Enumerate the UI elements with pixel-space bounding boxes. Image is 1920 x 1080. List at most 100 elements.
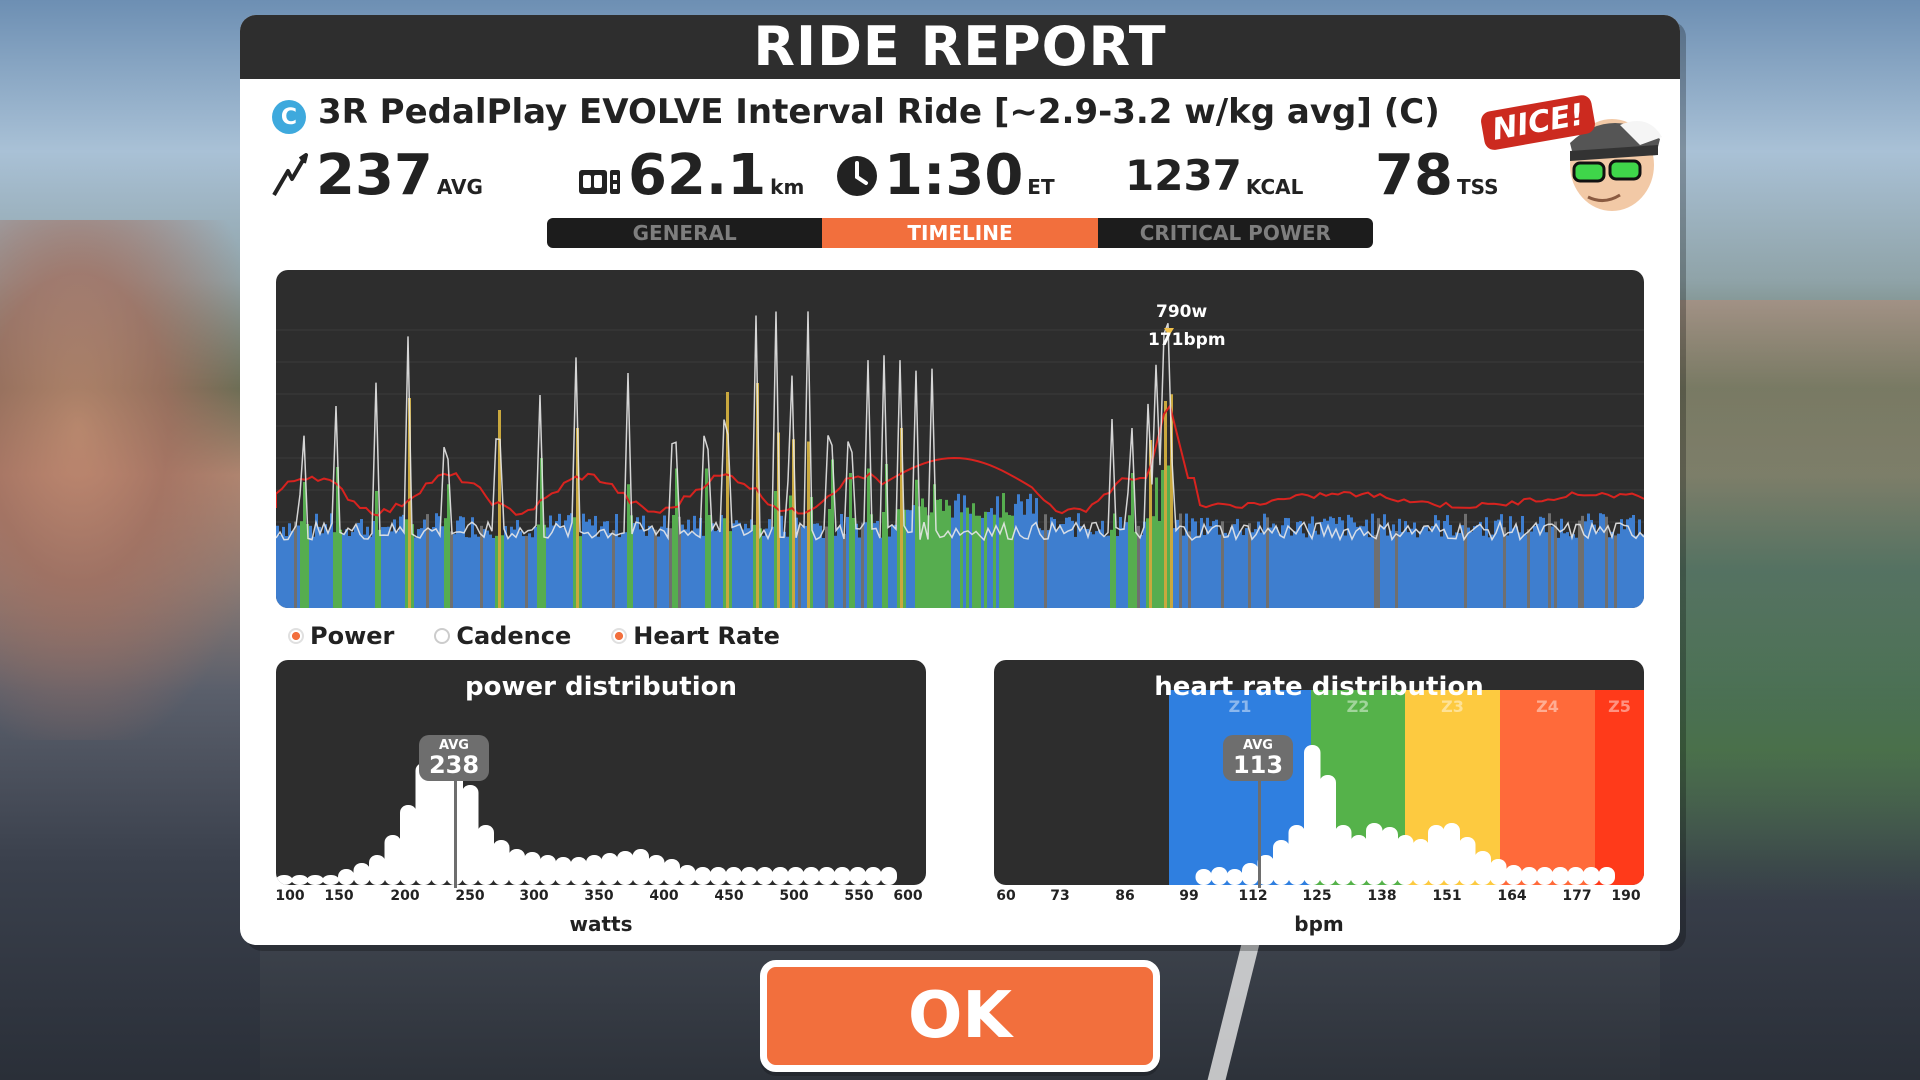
power-bar — [876, 520, 879, 608]
hr-histogram-bar — [1598, 867, 1615, 885]
power-histogram-bar — [369, 855, 386, 885]
power-histogram-bar — [307, 875, 324, 885]
power-bar — [840, 513, 843, 608]
power-bar — [1587, 513, 1590, 608]
legend-heart-rate-toggle[interactable] — [611, 628, 628, 644]
power-bar — [1179, 513, 1182, 608]
power-histogram-bar — [865, 867, 882, 885]
legend-heart-rate[interactable]: Heart Rate — [611, 622, 780, 650]
tab-general[interactable]: GENERAL — [632, 221, 737, 245]
power-bar — [720, 514, 723, 608]
power-bar — [852, 518, 855, 608]
power-bar — [996, 496, 999, 608]
hr-histogram-bar — [1583, 867, 1600, 885]
hr-distribution-ticks: 60 73 86 99 112 125 138 151 164 177 190 — [994, 888, 1644, 908]
power-bar — [1275, 527, 1278, 608]
tab-timeline[interactable]: TIMELINE — [822, 218, 1098, 248]
power-bar — [603, 521, 606, 608]
power-bar — [1284, 517, 1287, 608]
power-tick: 100 — [275, 888, 305, 904]
power-bar — [696, 528, 699, 608]
timeline-chart[interactable]: 790w 171bpm — [276, 270, 1644, 608]
hr-tick: 99 — [1179, 888, 1199, 904]
power-bar — [1521, 515, 1524, 608]
power-bar — [1260, 532, 1263, 608]
power-bar — [507, 537, 510, 608]
power-bar — [519, 531, 522, 608]
power-bar — [759, 528, 762, 608]
power-histogram-bar — [849, 867, 866, 885]
power-bar — [1266, 517, 1269, 608]
power-bar — [1308, 523, 1311, 608]
power-tick: 550 — [844, 888, 874, 904]
power-histogram-bar — [555, 857, 572, 885]
power-bar — [534, 527, 537, 608]
power-bar — [480, 525, 483, 608]
power-bar — [453, 534, 456, 608]
power-bar — [1581, 515, 1584, 608]
hr-histogram-bar — [1412, 839, 1429, 885]
power-bar — [909, 510, 912, 608]
power-bar — [309, 525, 312, 608]
power-bar — [387, 526, 390, 608]
hr-zone-label: Z3 — [1441, 697, 1464, 716]
power-bar — [1209, 526, 1212, 608]
stat-power: 237 AVG — [270, 145, 483, 207]
power-bar — [858, 537, 861, 608]
power-bar — [960, 512, 963, 608]
power-distribution-title: power distribution — [465, 672, 737, 702]
power-bar — [1311, 516, 1314, 608]
hr-histogram-bar — [1381, 827, 1398, 885]
power-bar — [1560, 518, 1563, 608]
power-bar — [1425, 526, 1428, 608]
power-bar — [1623, 529, 1626, 608]
power-histogram-bar — [756, 867, 773, 885]
power-bar — [1446, 515, 1449, 608]
legend-cadence-toggle[interactable] — [434, 628, 451, 644]
power-bar — [1014, 503, 1017, 608]
power-bar — [531, 537, 534, 608]
legend-power-toggle[interactable] — [288, 628, 304, 644]
power-bar — [975, 515, 978, 608]
power-bar — [1344, 535, 1347, 608]
power-bar — [1011, 515, 1014, 608]
power-bar — [813, 523, 816, 608]
power-bar — [1353, 522, 1356, 608]
power-bar — [1200, 518, 1203, 608]
power-bar — [1383, 514, 1386, 608]
power-bar — [1335, 523, 1338, 608]
odometer-icon — [578, 167, 622, 201]
power-bar — [462, 517, 465, 608]
power-bar — [1641, 534, 1644, 608]
power-bar — [1371, 513, 1374, 608]
power-bar — [291, 530, 294, 608]
hr-distribution-chart: heart rate distribution Z1 Z2 Z3 Z4 Z5 — [994, 660, 1644, 885]
legend-power[interactable]: Power — [288, 622, 394, 650]
power-bar — [342, 534, 345, 608]
power-histogram-bar — [524, 852, 541, 885]
power-bar — [855, 523, 858, 608]
legend-cadence[interactable]: Cadence — [434, 622, 571, 650]
hr-tick: 164 — [1497, 888, 1527, 904]
ok-button[interactable]: OK — [760, 960, 1160, 1072]
power-bar — [993, 514, 996, 608]
power-bar — [564, 520, 567, 608]
power-bar — [1485, 517, 1488, 608]
power-bar — [636, 517, 639, 608]
power-bar — [831, 459, 834, 608]
hr-histogram-bar — [1366, 823, 1383, 885]
power-bar — [1491, 534, 1494, 608]
power-bar — [1020, 501, 1023, 608]
power-bar — [399, 516, 402, 608]
legend-cadence-label: Cadence — [456, 622, 572, 650]
panel-title: RIDE REPORT — [753, 15, 1167, 78]
hr-tick: 138 — [1367, 888, 1397, 904]
tab-critical-power[interactable]: CRITICAL POWER — [1139, 221, 1331, 245]
power-bar — [1170, 394, 1173, 608]
power-bar — [570, 513, 573, 608]
power-bar — [1194, 521, 1197, 608]
power-bar — [327, 530, 330, 608]
power-bar — [333, 532, 336, 608]
hr-tick: 125 — [1302, 888, 1332, 904]
power-bar — [537, 524, 540, 608]
